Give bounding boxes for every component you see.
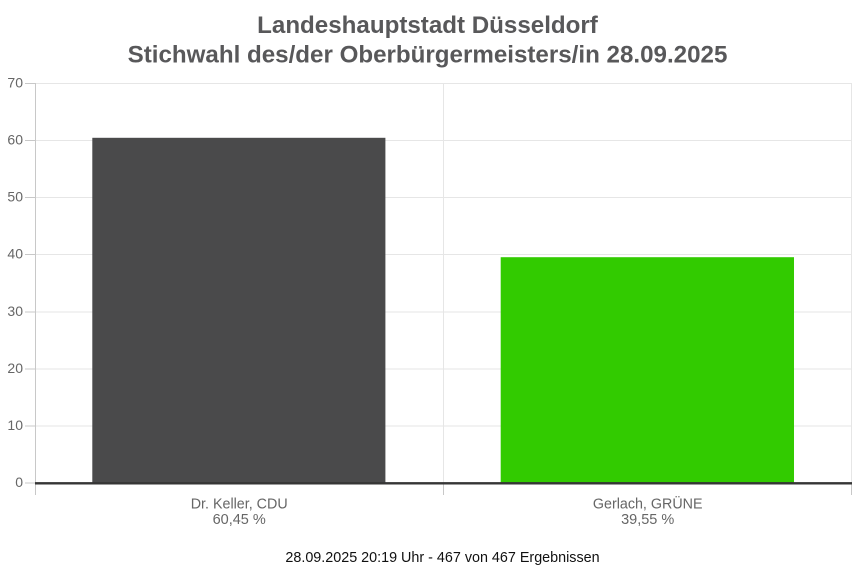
svg-text:39,55 %: 39,55 % — [621, 512, 674, 528]
svg-text:50: 50 — [7, 189, 23, 205]
svg-text:10: 10 — [7, 417, 23, 433]
svg-text:60: 60 — [7, 132, 23, 148]
svg-text:0: 0 — [15, 474, 23, 490]
svg-text:60,45 %: 60,45 % — [213, 512, 266, 528]
svg-text:28.09.2025 20:19 Uhr - 467 von: 28.09.2025 20:19 Uhr - 467 von 467 Ergeb… — [285, 550, 599, 566]
svg-text:20: 20 — [7, 360, 23, 376]
svg-text:40: 40 — [7, 246, 23, 262]
svg-text:Stichwahl des/der Oberbürgerme: Stichwahl des/der Oberbürgermeisters/in … — [128, 41, 728, 68]
svg-text:30: 30 — [7, 303, 23, 319]
svg-text:70: 70 — [7, 74, 23, 90]
svg-text:Dr. Keller, CDU: Dr. Keller, CDU — [191, 497, 288, 513]
svg-text:Landeshauptstadt Düsseldorf: Landeshauptstadt Düsseldorf — [257, 12, 599, 39]
svg-text:Gerlach, GRÜNE: Gerlach, GRÜNE — [593, 495, 703, 513]
